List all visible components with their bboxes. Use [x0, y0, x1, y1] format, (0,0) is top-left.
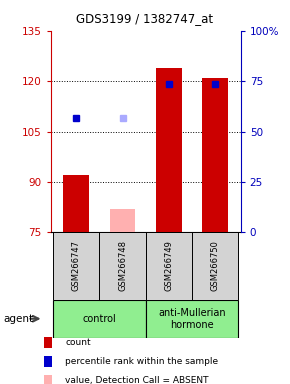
Text: GSM266749: GSM266749 [164, 240, 173, 291]
Bar [64, 175, 89, 232]
Text: percentile rank within the sample: percentile rank within the sample [65, 357, 218, 366]
Bar [110, 209, 135, 232]
Text: GSM266747: GSM266747 [72, 240, 81, 291]
Text: anti-Mullerian
hormone: anti-Mullerian hormone [158, 308, 226, 329]
Bar [146, 300, 238, 338]
Text: GSM266748: GSM266748 [118, 240, 127, 291]
Bar [99, 232, 146, 300]
Bar [156, 68, 182, 232]
Text: count: count [65, 338, 91, 347]
Text: GSM266750: GSM266750 [211, 240, 220, 291]
Bar [192, 232, 238, 300]
Text: value, Detection Call = ABSENT: value, Detection Call = ABSENT [65, 376, 209, 384]
Bar [53, 300, 146, 338]
Bar [146, 232, 192, 300]
Text: control: control [83, 314, 116, 324]
Bar [202, 78, 228, 232]
Text: GDS3199 / 1382747_at: GDS3199 / 1382747_at [77, 12, 213, 25]
Text: agent: agent [3, 314, 33, 324]
Bar [53, 232, 99, 300]
